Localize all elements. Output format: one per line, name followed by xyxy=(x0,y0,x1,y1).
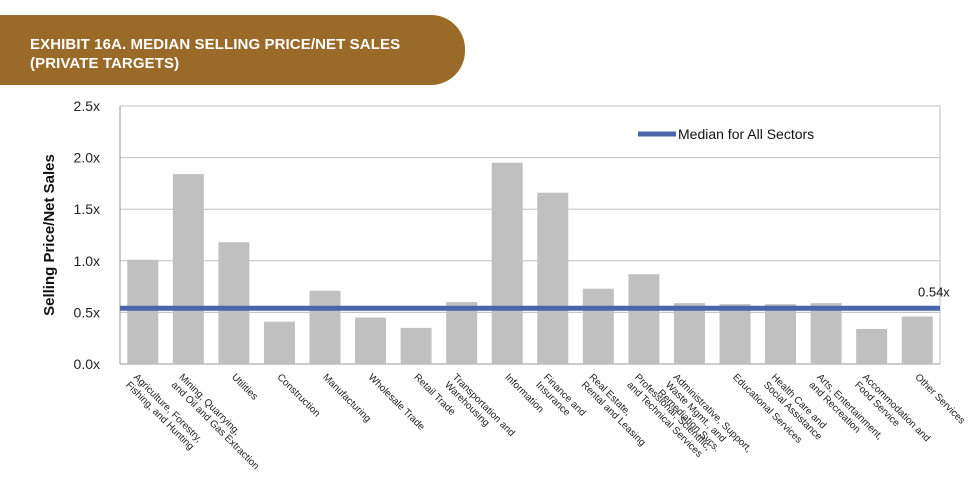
y-tick-label: 2.5x xyxy=(74,98,100,114)
y-tick-label: 0.0x xyxy=(74,356,100,372)
y-axis-label: Selling Price/Net Sales xyxy=(41,154,58,316)
x-tick-label-line: Information xyxy=(502,372,545,415)
median-value-label: 0.54x xyxy=(918,284,950,299)
x-tick-label: Manufacturing xyxy=(320,372,373,425)
x-tick-label: Construction xyxy=(275,372,322,419)
bar xyxy=(673,303,705,364)
bar xyxy=(537,192,569,364)
bar xyxy=(400,327,432,364)
exhibit-header-banner xyxy=(0,15,465,85)
x-tick-label: Other Services xyxy=(912,372,967,427)
bar xyxy=(719,304,751,364)
bar xyxy=(582,288,614,364)
bar xyxy=(856,328,888,364)
bar xyxy=(309,290,341,364)
x-tick-label-line: Construction xyxy=(275,372,322,419)
y-tick-label: 0.5x xyxy=(74,304,100,320)
bar xyxy=(355,317,387,364)
bar xyxy=(446,302,478,364)
y-tick-label: 1.5x xyxy=(74,201,100,217)
exhibit-title-line-2: (PRIVATE TARGETS) xyxy=(30,55,180,72)
bar xyxy=(628,274,660,364)
y-tick-label: 1.0x xyxy=(74,253,100,269)
y-tick-label: 2.0x xyxy=(74,150,100,166)
bar xyxy=(810,303,842,364)
bar xyxy=(263,321,295,364)
x-tick-label: Information xyxy=(502,372,545,415)
exhibit-title-line-1: EXHIBIT 16A. MEDIAN SELLING PRICE/NET SA… xyxy=(30,36,401,53)
x-tick-label: Utilities xyxy=(229,372,260,403)
bar xyxy=(127,259,159,364)
x-tick-label-line: Utilities xyxy=(229,372,260,403)
legend-median-label: Median for All Sectors xyxy=(678,126,814,142)
bar xyxy=(172,174,204,364)
bar xyxy=(491,162,523,364)
x-tick-label: Finance andInsurance xyxy=(533,372,587,426)
exhibit-title: EXHIBIT 16A. MEDIAN SELLING PRICE/NET SA… xyxy=(30,35,450,73)
bar xyxy=(218,242,250,364)
x-tick-label-line: Manufacturing xyxy=(320,372,373,425)
x-tick-label-line: Other Services xyxy=(912,372,967,427)
bar xyxy=(901,316,933,364)
bar xyxy=(765,304,797,364)
